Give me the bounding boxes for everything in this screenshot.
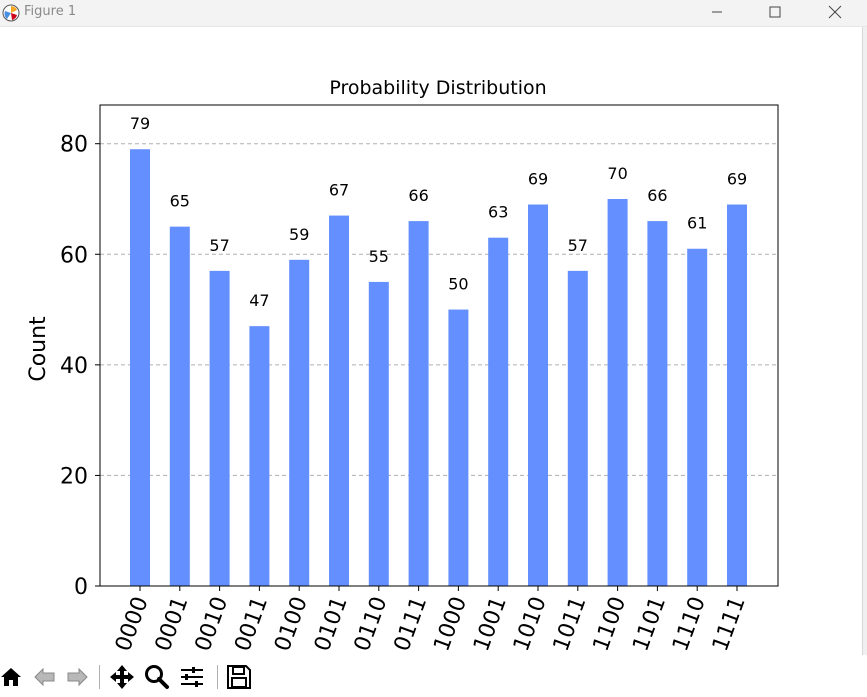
- bar: [488, 237, 509, 587]
- bar: [448, 309, 469, 586]
- bar: [727, 204, 747, 586]
- back-icon: [34, 667, 55, 687]
- x-tick-label: 1010: [509, 594, 552, 655]
- bar-value-label: 55: [369, 247, 389, 266]
- minimize-button[interactable]: [694, 0, 740, 24]
- close-icon: [828, 5, 842, 19]
- bar: [289, 259, 310, 586]
- bar: [209, 270, 230, 586]
- x-tick-label: 0001: [151, 594, 194, 655]
- bar-value-label: 66: [647, 186, 667, 205]
- bars: [130, 149, 747, 587]
- bar: [368, 281, 389, 586]
- x-tick-label: 1110: [668, 594, 711, 655]
- minimize-icon: [712, 11, 722, 13]
- maximize-button[interactable]: [752, 0, 798, 24]
- bar-value-label: 79: [130, 114, 150, 133]
- pan-icon: [110, 665, 134, 689]
- window-right-edge: [862, 27, 867, 655]
- x-tick-label: 0010: [191, 594, 234, 655]
- chart-title: Probability Distribution: [329, 77, 546, 99]
- bar-value-label: 57: [568, 236, 588, 255]
- x-tick-label: 0111: [390, 594, 433, 655]
- bar-value-label: 63: [488, 203, 508, 222]
- bar-value-label: 47: [249, 291, 269, 310]
- bar: [329, 215, 349, 586]
- x-tick-label: 0100: [270, 594, 313, 655]
- y-axis-label: Count: [26, 316, 51, 382]
- bar: [130, 149, 150, 586]
- zoom-button[interactable]: [143, 663, 171, 691]
- configure-subplots-button[interactable]: [178, 663, 206, 691]
- bar-value-label: 65: [170, 192, 190, 211]
- y-ticks: 0 20 40 60 80: [60, 133, 100, 600]
- bar: [528, 204, 548, 586]
- x-tick-label: 0000: [111, 594, 154, 655]
- figure-canvas[interactable]: Probability Distribution Count 79 65 57 47 5…: [0, 27, 862, 655]
- grid-lines: [100, 143, 778, 476]
- bar-chart: Probability Distribution Count 79 65 57 47 5…: [26, 77, 779, 655]
- y-tick-label: 40: [60, 354, 88, 379]
- forward-icon: [67, 667, 88, 687]
- bar-value-label: 67: [329, 181, 349, 200]
- close-button[interactable]: [812, 0, 858, 24]
- x-tick-label: 1001: [469, 594, 512, 655]
- x-tick-label: 1011: [549, 594, 592, 655]
- bar-value-labels: 79 65 57 47 59 67 55 66 50 63 69 57 70 66 61 69: [130, 114, 747, 310]
- bar: [408, 221, 429, 586]
- matplotlib-app-icon: [2, 4, 20, 22]
- x-tick-label: 1101: [628, 594, 671, 655]
- bar: [647, 221, 668, 586]
- back-button[interactable]: [32, 663, 60, 691]
- toolbar-separator: [217, 665, 218, 689]
- save-icon: [227, 665, 251, 689]
- maximize-icon: [769, 6, 781, 18]
- bar-value-label: 69: [528, 170, 548, 189]
- window-title: Figure 1: [24, 4, 77, 19]
- x-tick-label: 1111: [708, 594, 751, 655]
- window-titlebar: Figure 1: [0, 0, 867, 27]
- forward-button[interactable]: [62, 663, 90, 691]
- bar-value-label: 50: [448, 275, 468, 294]
- pan-button[interactable]: [108, 663, 136, 691]
- x-tick-label: 0101: [310, 594, 353, 655]
- zoom-icon: [145, 665, 169, 689]
- home-button[interactable]: [0, 663, 26, 691]
- bar: [607, 198, 628, 586]
- bar-value-label: 70: [607, 164, 627, 183]
- save-button[interactable]: [225, 663, 253, 691]
- bar: [567, 270, 588, 586]
- bar: [249, 326, 270, 586]
- y-tick-label: 0: [74, 575, 88, 600]
- y-tick-label: 60: [60, 243, 88, 268]
- plot-frame: [99, 104, 779, 587]
- x-tick-label: 0011: [230, 594, 273, 655]
- bar-value-label: 57: [209, 236, 229, 255]
- x-tick-label: 1100: [589, 594, 632, 655]
- bar-value-label: 66: [408, 186, 428, 205]
- bar-value-label: 59: [289, 225, 309, 244]
- y-tick-label: 20: [60, 464, 88, 489]
- bar-value-label: 61: [687, 214, 707, 233]
- navigation-toolbar: [0, 655, 867, 697]
- x-ticks: 0000000100100011010001010110011110001001…: [111, 586, 751, 655]
- bar-value-label: 69: [727, 170, 747, 189]
- bar: [687, 248, 708, 586]
- home-icon: [1, 668, 21, 686]
- y-tick-label: 80: [60, 133, 88, 158]
- toolbar-separator: [99, 665, 100, 689]
- subplots-icon: [181, 667, 203, 687]
- x-tick-label: 0110: [350, 594, 393, 655]
- x-tick-label: 1000: [429, 594, 472, 655]
- bar: [169, 226, 190, 586]
